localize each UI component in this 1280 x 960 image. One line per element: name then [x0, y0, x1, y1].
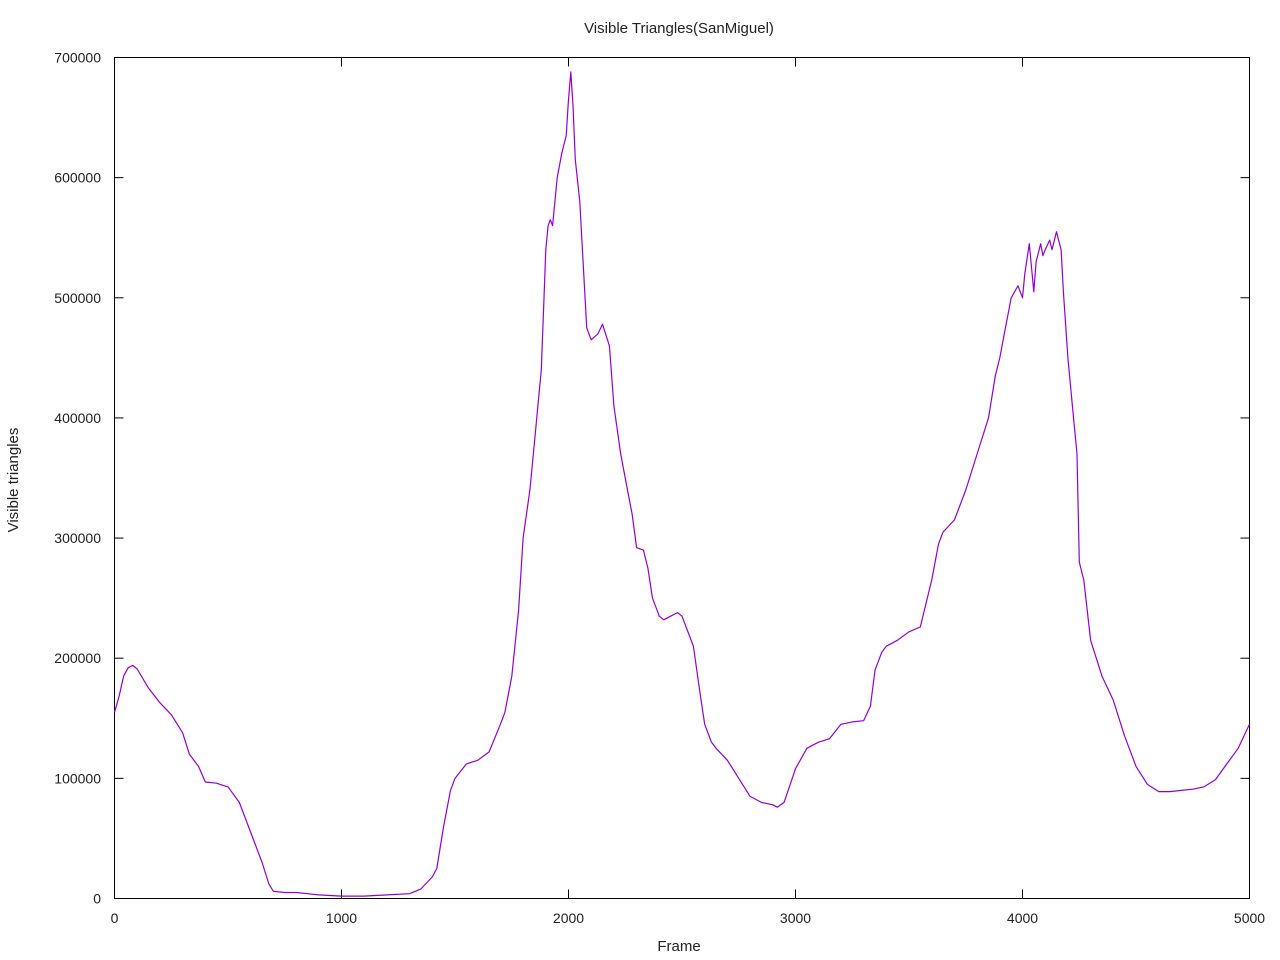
chart-title: Visible Triangles(SanMiguel) — [584, 20, 774, 37]
x-tick-labels: 0 1000 2000 3000 4000 5000 — [111, 910, 1266, 926]
series-line — [113, 71, 1251, 897]
y-tick-label: 200000 — [54, 650, 101, 666]
plot-area-frame — [114, 57, 1250, 899]
y-tick-label: 500000 — [54, 290, 101, 306]
y-tick-label: 400000 — [54, 410, 101, 426]
y-axis-title: Visible triangles — [5, 428, 22, 533]
x-tick-label: 1000 — [326, 910, 357, 926]
y-tick-labels: 0 100000 200000 300000 400000 500000 600000 700… — [54, 50, 101, 907]
x-tick-label: 4000 — [1007, 910, 1038, 926]
y-tick-label: 100000 — [54, 770, 101, 786]
x-tick-label: 2000 — [553, 910, 584, 926]
x-tick-label: 0 — [111, 910, 119, 926]
axis-ticks — [114, 57, 1250, 899]
x-axis-title: Frame — [657, 938, 700, 955]
x-tick-label: 5000 — [1234, 910, 1265, 926]
y-tick-label: 700000 — [54, 50, 101, 66]
x-tick-label: 3000 — [780, 910, 811, 926]
y-tick-label: 600000 — [54, 170, 101, 186]
y-tick-label: 300000 — [54, 530, 101, 546]
y-tick-label: 0 — [93, 891, 101, 907]
